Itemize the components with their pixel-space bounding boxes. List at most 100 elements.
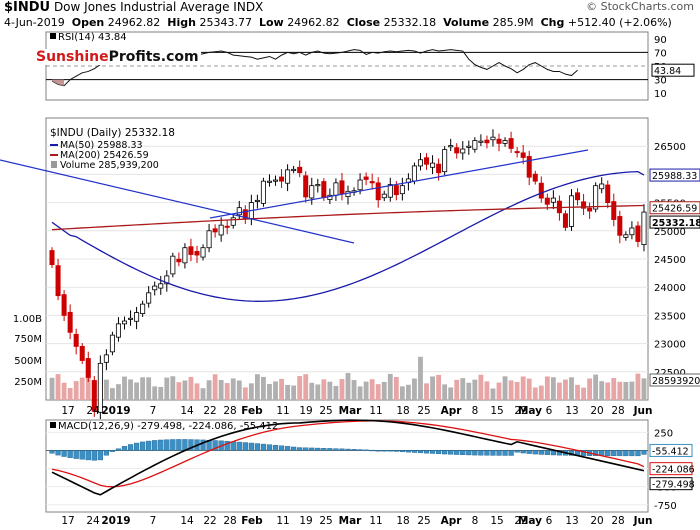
volume-legend-swatch [51,161,57,168]
x-axis-label: 24 [86,405,100,417]
candle-body [454,147,460,154]
candle-body [297,166,303,174]
macd-histogram-bar [442,450,448,455]
x-axis-label: 7 [150,515,157,527]
trendline-down [0,159,355,244]
volume-bar [212,374,218,400]
volume-bar [188,376,194,400]
candle-body [103,354,109,363]
macd-hist-tag: -55.412 [652,446,689,457]
volume-bar [387,373,393,400]
volume-bar [641,378,647,400]
volume-bar [248,383,254,400]
candle-body [599,183,605,190]
macd-histogram-bar [478,450,484,456]
x-axis-label: 17 [61,405,74,417]
x-axis-label: 2019 [101,405,130,417]
price-tick-label: 24000 [654,283,686,294]
x-axis-label: May [518,515,542,527]
volume-bar [393,377,399,400]
macd-histogram-bar [291,446,297,451]
x-axis-label: 6 [546,515,553,527]
macd-histogram-bar [454,450,460,455]
candle-body [369,181,375,184]
macd-layer: 2500-250-500-750-55.412-224.086-279.498 [46,419,695,512]
x-axis-label: 25 [417,405,430,417]
close-tag-box [649,215,700,229]
macd-signal-tag: -224.086 [652,465,695,476]
ma50-tag: 25988.33 [652,171,697,182]
volume-bar [418,356,423,400]
candle-body [236,207,242,216]
volume-bar [333,385,339,400]
candle-body [575,192,581,201]
x-axis-label: 25 [417,515,430,527]
x-axis-label: 20 [590,515,603,527]
macd-signal-line [51,420,645,488]
candle-body [496,138,502,144]
open-label: Open [71,16,105,29]
ma200-tag-box [649,201,700,215]
candle-body [460,148,466,154]
volume-bar [424,383,429,400]
volume-bar [158,386,164,400]
candle-body [61,294,67,316]
macd-histogram-bar [236,441,242,451]
price-tick-label: 26500 [654,142,686,153]
candle-body [424,157,430,165]
rsi-tick-label: 90 [654,35,667,46]
volume-bar [152,386,158,400]
macd-histogram-bar [140,441,146,451]
macd-histogram-bar [315,447,321,451]
macd-histogram-bar [91,450,97,461]
price-legend-name: $INDU (Daily) [50,127,122,139]
volume-bar [351,380,357,400]
price-layer: 2650026000255002500024500240002350023000… [0,129,700,420]
volume-bar [128,379,133,400]
volume-bar [73,381,79,400]
candle-body [230,217,236,226]
x-axis-label: 2019 [101,515,130,527]
volume-bar [587,378,593,400]
candle-body [128,317,134,320]
macd-histogram-bar [460,450,466,455]
macd-histogram-bar [158,439,164,451]
volume-bar [569,377,574,400]
volume-bar [605,382,611,400]
macd-value-tag: -279.498 [652,480,695,491]
volume-bar [170,376,176,400]
close-value: 25332.18 [383,16,437,29]
volume-bar [327,381,333,400]
candle-body [49,250,55,266]
macd-histogram-bar [635,450,641,457]
volume-bar [520,376,526,400]
x-axis-label: 22 [514,405,527,417]
macd-histogram-bar [538,450,544,455]
volume-bar [575,384,580,400]
candle-body [97,362,103,413]
volume-bar [375,384,381,400]
x-axis-label: 19 [299,405,312,417]
price-legend-value: 25332.18 [125,127,175,139]
volume-bar [563,379,568,400]
ma50-tag-box [649,168,700,182]
macd-legend-values: -279.498, -224.086, -55.412 [137,421,278,432]
candle-body [520,152,526,158]
macd-histogram-bar [188,439,194,451]
macd-histogram-bar [200,439,206,451]
x-axis-label: 8 [472,405,479,417]
macd-histogram-bar [224,441,230,451]
macd-histogram-bar [115,448,122,451]
macd-histogram-bar [623,450,629,457]
x-axis-label: 8 [472,515,479,527]
x-axis-label: Apr [441,515,463,527]
macd-histogram-bar [611,450,617,457]
volume-bar [309,382,315,400]
volume-value: 285.9M [492,16,534,29]
volume-bar [242,387,248,400]
volume-bar [206,380,212,400]
macd-legend-label: MACD(12,26,9) [58,421,134,432]
candle-body [303,175,309,198]
volume-bar [279,378,284,400]
x-axis-label: 11 [369,515,382,527]
